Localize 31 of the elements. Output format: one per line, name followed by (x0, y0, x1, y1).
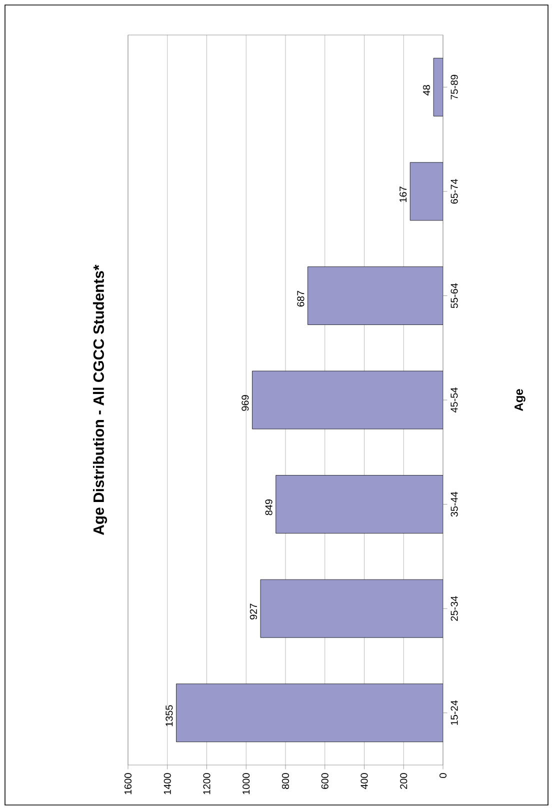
data-label: 849 (265, 499, 272, 516)
data-label: 167 (400, 186, 407, 202)
data-label: 927 (250, 604, 257, 620)
data-label: 687 (297, 290, 304, 307)
data-label: 1355 (166, 705, 173, 726)
y-tick-label: 35-44 (450, 492, 458, 517)
bar (308, 266, 443, 325)
bar (252, 370, 443, 430)
bar (410, 162, 443, 221)
x-tick-label: 1200 (203, 773, 210, 794)
x-tick-label: 400 (360, 773, 368, 790)
x-tick-label: 1000 (242, 773, 250, 794)
y-tick-label: 45-54 (450, 388, 458, 413)
x-tick-label: 600 (321, 773, 328, 789)
y-tick-label: 75-89 (450, 74, 458, 100)
y-axis-title: Age (514, 389, 526, 411)
bar (276, 475, 443, 534)
y-tick-label: 15-24 (450, 700, 458, 725)
x-tick-label: 0 (439, 773, 447, 778)
x-tick-label: 1400 (164, 773, 171, 794)
x-tick-label: 800 (282, 773, 290, 789)
y-tick-label: 55-64 (450, 283, 458, 308)
y-tick-label: 25-34 (450, 596, 458, 621)
bar (176, 684, 443, 742)
text: Age Distribution - All CGCC Students* (93, 264, 108, 535)
y-tick-label: 65-74 (450, 178, 458, 204)
data-label: 48 (422, 85, 430, 96)
data-label: 969 (242, 395, 249, 411)
bar (260, 579, 443, 638)
x-tick-label: 1600 (124, 773, 132, 794)
x-tick-label: 200 (400, 773, 408, 789)
